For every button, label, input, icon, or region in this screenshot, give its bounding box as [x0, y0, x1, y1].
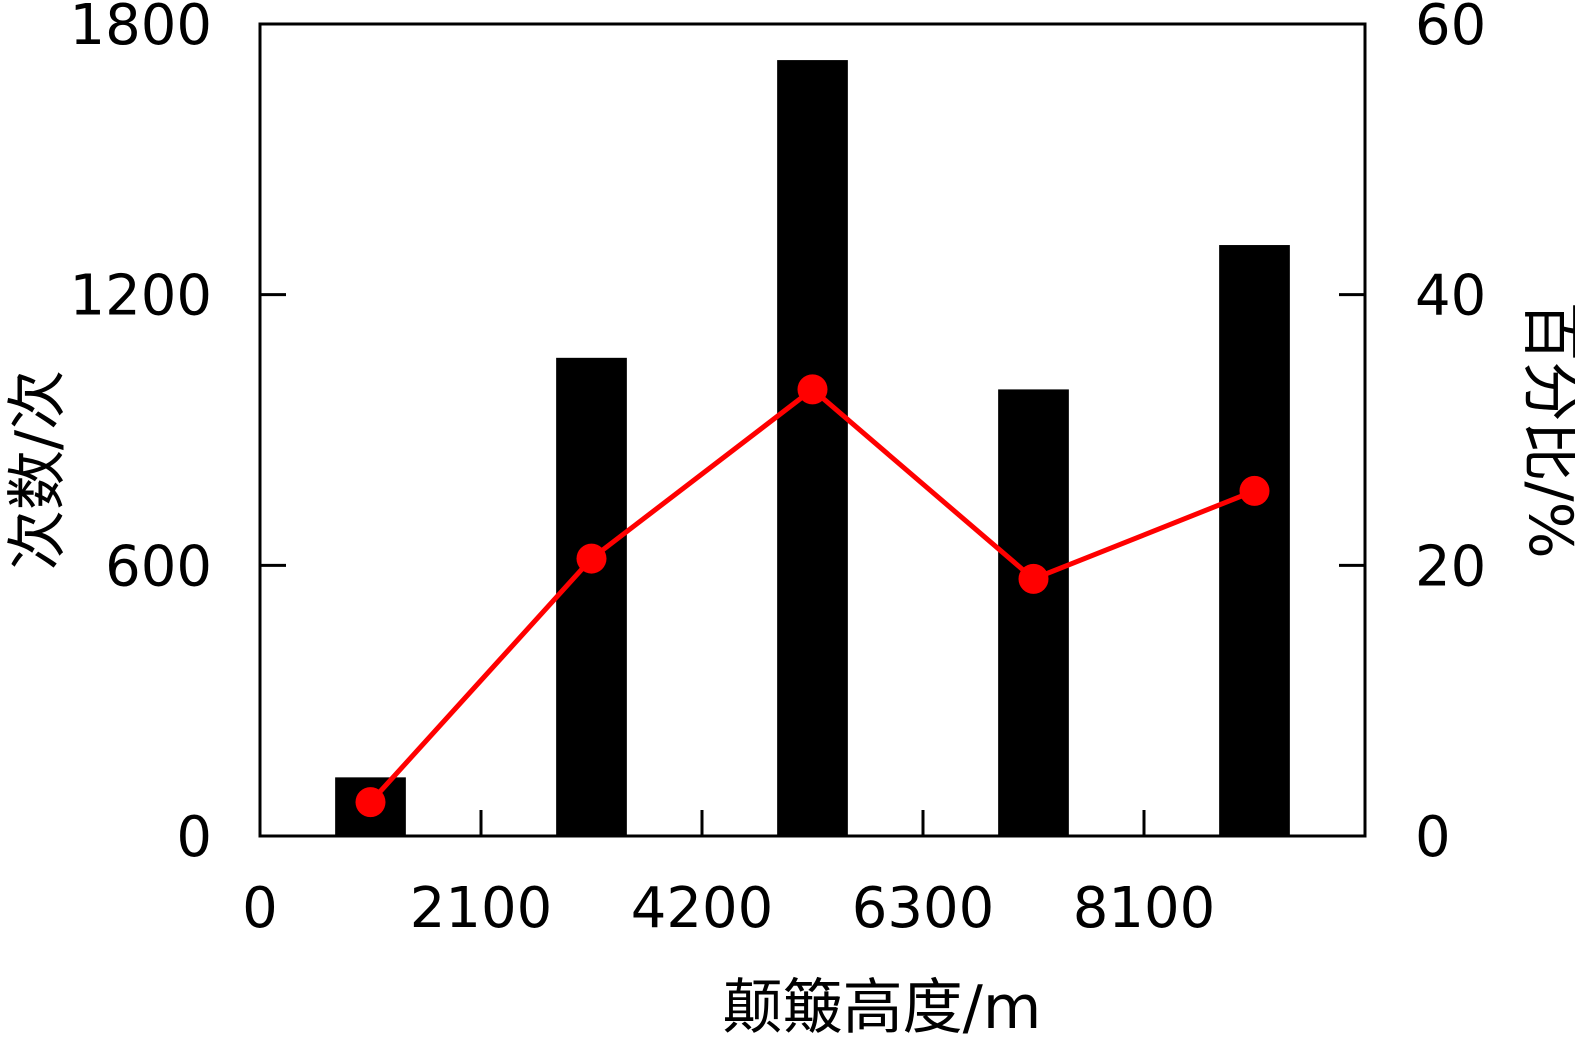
bar: [1219, 245, 1290, 837]
percent-marker: [1018, 563, 1049, 594]
bars: [335, 60, 1290, 837]
bar: [556, 357, 627, 836]
percent-marker: [355, 787, 386, 818]
x-tick-label: 0: [242, 876, 278, 941]
y-right-tick-label: 60: [1415, 0, 1486, 58]
percent-marker: [1239, 475, 1270, 506]
x-tick-label: 6300: [852, 876, 995, 941]
y-right-tick-label: 40: [1415, 264, 1486, 329]
x-tick-label: 2100: [410, 876, 553, 941]
y-left-tick-label: 1200: [69, 264, 212, 329]
bar: [777, 60, 848, 837]
bar: [998, 389, 1069, 836]
y-right-axis-title: 百分比/%: [1515, 301, 1575, 558]
percent-marker: [797, 374, 828, 405]
y-right-tick-label: 20: [1415, 534, 1486, 599]
y-right-tick-label: 0: [1415, 805, 1451, 870]
y-left-tick-label: 0: [176, 805, 212, 870]
y-left-axis-title: 次数/次: [3, 370, 73, 570]
x-tick-label: 4200: [631, 876, 774, 941]
y-left-tick-label: 1800: [69, 0, 212, 58]
y-left-tick-label: 600: [105, 534, 212, 599]
x-axis-title: 颠簸高度/m: [723, 973, 1042, 1043]
percent-marker: [576, 543, 607, 574]
line-series: [355, 374, 1270, 818]
x-tick-label: 8100: [1073, 876, 1216, 941]
